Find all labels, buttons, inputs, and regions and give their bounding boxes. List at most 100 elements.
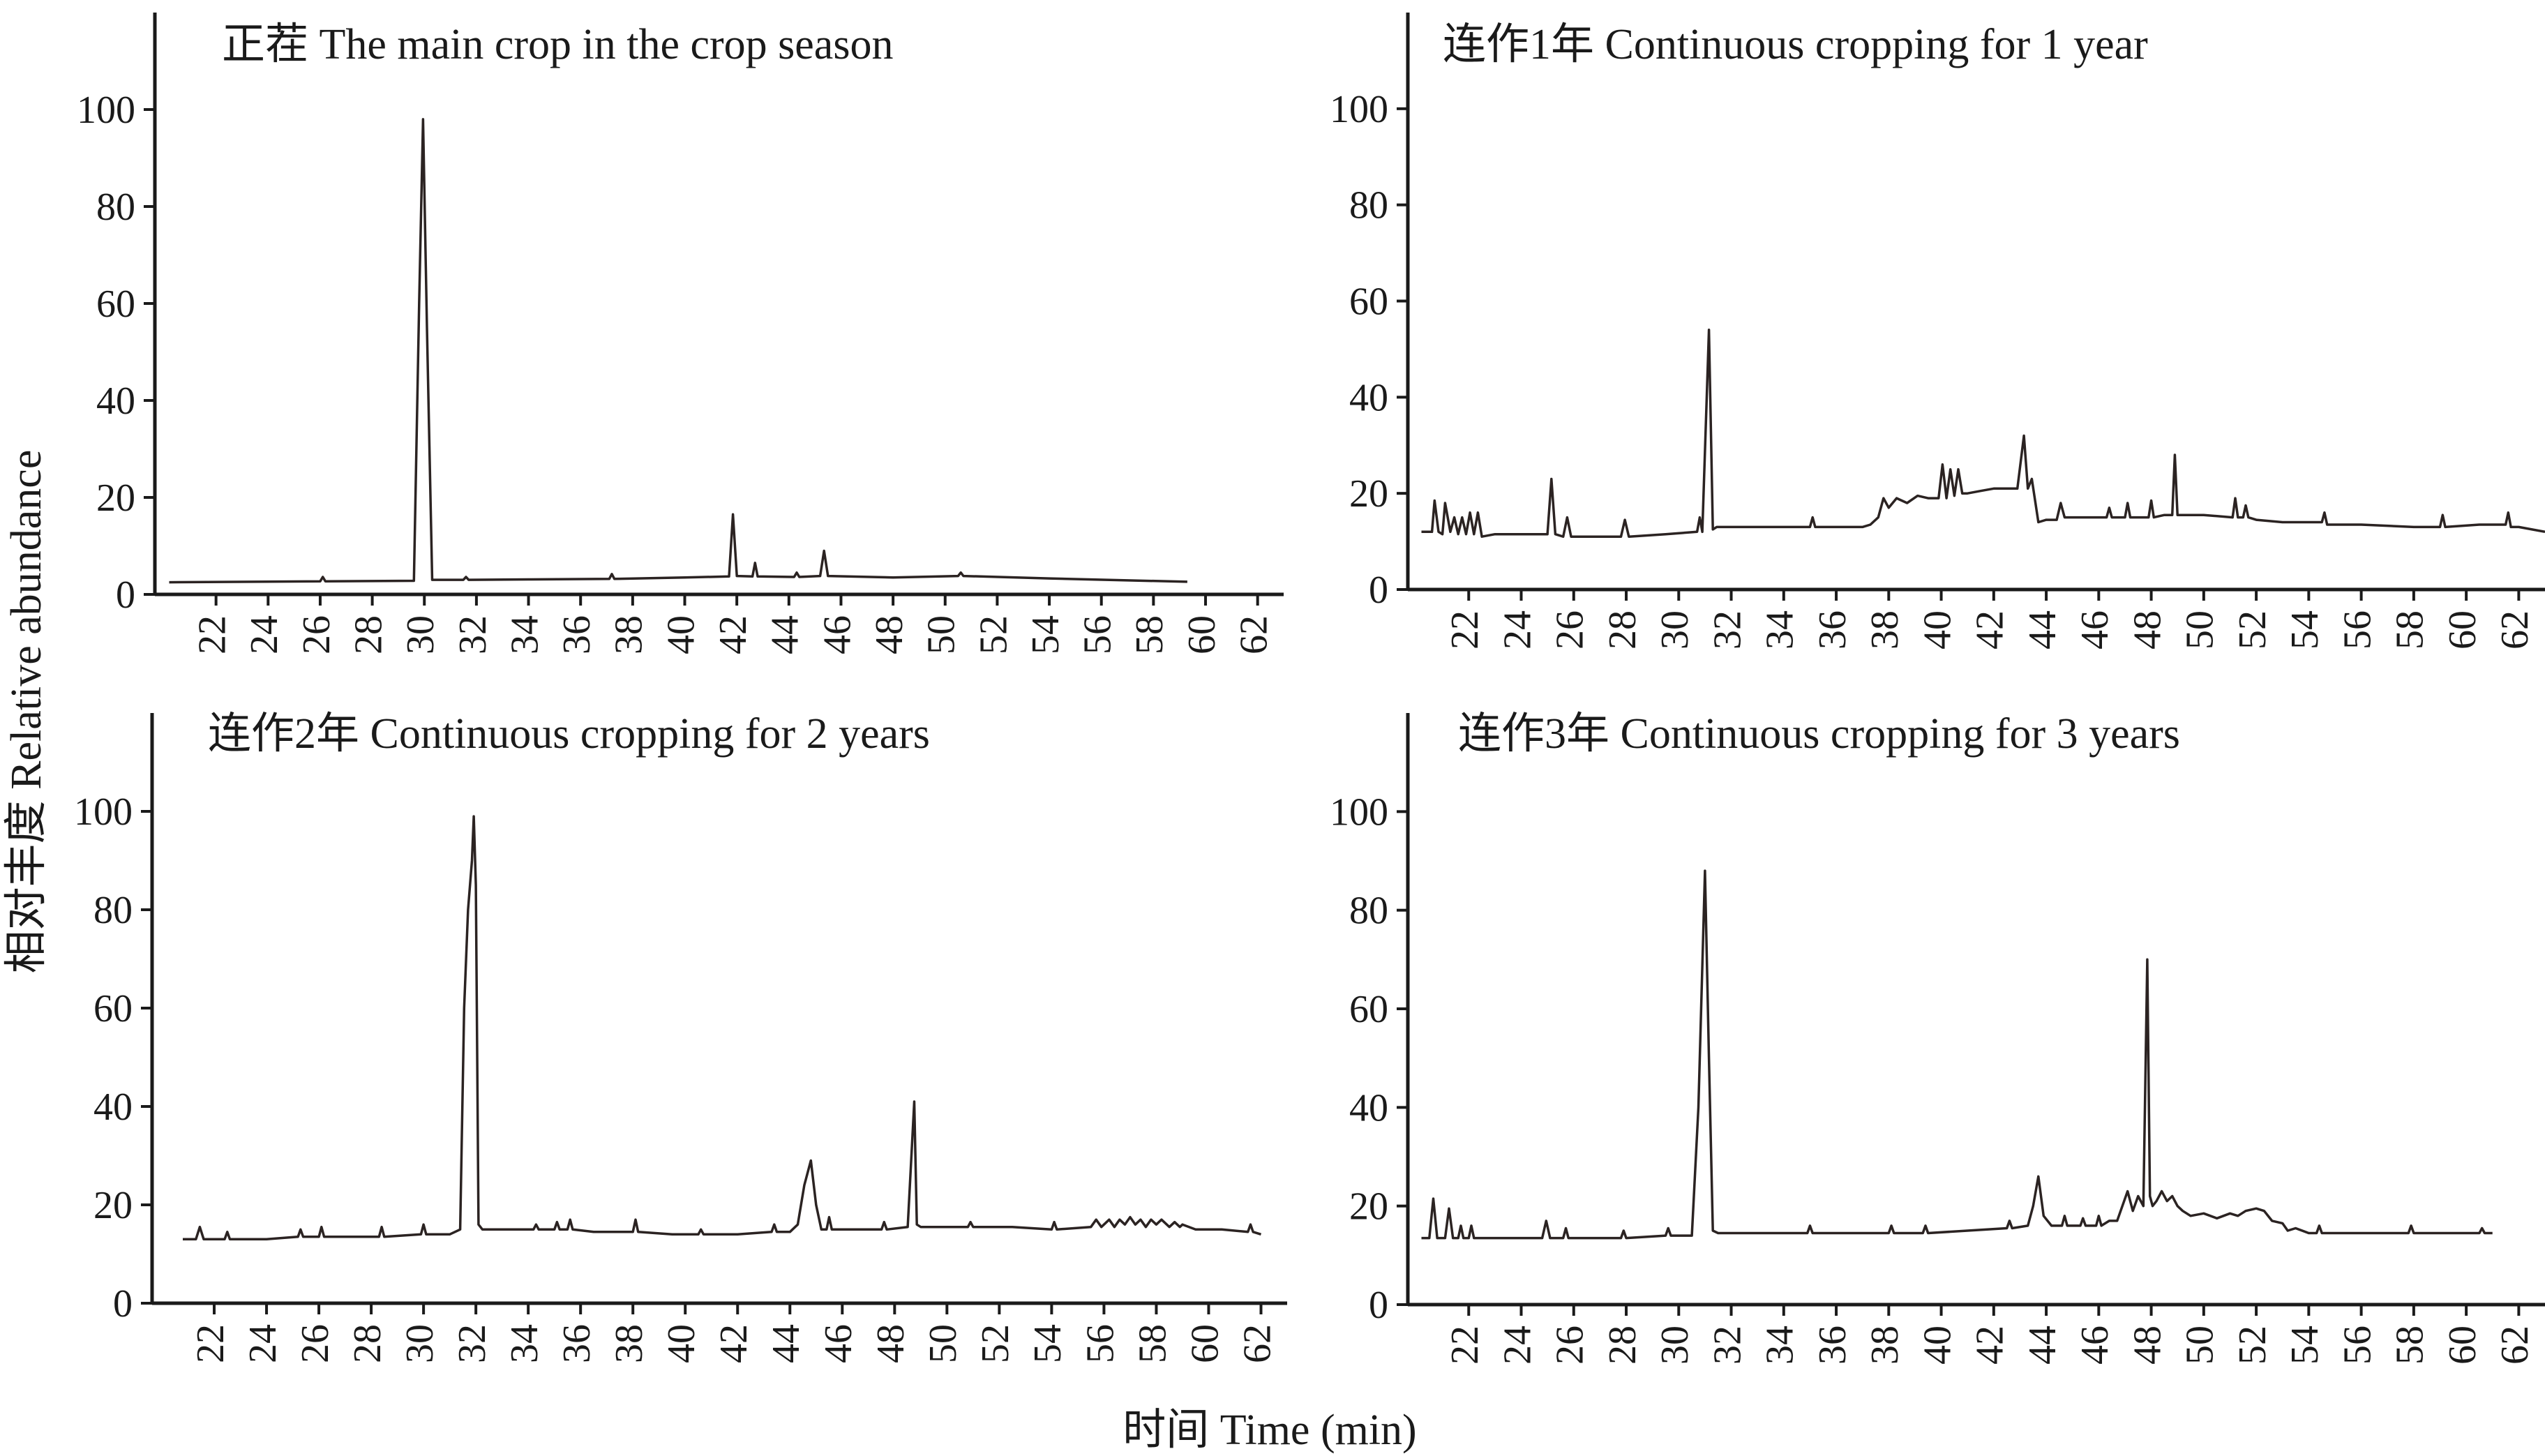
x-tick-label: 36 [555, 615, 599, 654]
x-tick-label: 26 [1549, 610, 1592, 650]
x-tick-label: 26 [294, 1324, 337, 1363]
chromatogram-series-line [1421, 869, 2493, 1240]
x-tick-label: 28 [347, 615, 390, 654]
x-tick-label: 52 [974, 1324, 1017, 1363]
y-tick-label: 0 [1369, 1284, 1388, 1327]
x-tick-label: 52 [2231, 610, 2274, 650]
x-tick-label: 58 [2389, 610, 2432, 650]
x-tick-label: 38 [608, 1324, 651, 1363]
x-tick-label: 28 [346, 1324, 389, 1363]
shared-y-axis-label: 相对丰度 Relative abundance [3, 450, 50, 974]
x-tick-label: 46 [817, 1324, 860, 1363]
x-tick-label: 40 [659, 615, 703, 654]
x-tick-label: 48 [869, 1324, 913, 1363]
x-tick-label: 58 [1131, 1324, 1174, 1363]
x-tick-label: 28 [1601, 610, 1644, 650]
x-tick-label: 54 [1024, 615, 1067, 654]
x-tick-label: 44 [2021, 610, 2064, 650]
x-tick-label: 54 [1026, 1324, 1069, 1363]
y-tick-label: 0 [116, 573, 135, 617]
x-tick-label: 46 [2073, 610, 2117, 650]
x-tick-label: 36 [555, 1324, 599, 1363]
x-tick-label: 46 [2073, 1326, 2117, 1365]
x-tick-label: 28 [1601, 1326, 1644, 1365]
x-tick-label: 38 [1863, 1326, 1907, 1365]
x-tick-label: 24 [241, 1324, 285, 1363]
x-tick-label: 40 [1916, 610, 1959, 650]
y-tick-label: 60 [1349, 280, 1388, 324]
x-tick-label: 44 [765, 1324, 808, 1363]
x-tick-label: 60 [2441, 610, 2484, 650]
y-tick-label: 100 [77, 89, 135, 132]
y-tick-label: 40 [1349, 1086, 1388, 1129]
y-tick-label: 100 [1330, 88, 1388, 131]
x-tick-label: 24 [243, 615, 286, 654]
y-tick-label: 20 [1349, 1185, 1388, 1229]
x-tick-label: 22 [190, 615, 234, 654]
x-tick-label: 50 [2179, 610, 2222, 650]
x-tick-label: 40 [660, 1324, 703, 1363]
y-tick-label: 100 [1330, 790, 1388, 834]
x-tick-label: 46 [816, 615, 859, 654]
panel-main-crop: 正茬 The main crop in the crop season 0 20 4… [77, 13, 1284, 654]
x-tick-label: 56 [1076, 615, 1120, 654]
x-tick-label: 50 [922, 1324, 965, 1363]
x-tick-label: 30 [1653, 1326, 1697, 1365]
panel-title: 连作2年 Continuous cropping for 2 years [208, 710, 930, 758]
x-tick-label: 56 [2336, 610, 2379, 650]
x-tick-label: 42 [1969, 1326, 2012, 1365]
panel-continuous-3-years: 连作3年 Continuous cropping for 3 years 0 20… [1330, 710, 2545, 1365]
x-tick-label: 48 [2126, 610, 2169, 650]
x-tick-label: 62 [2493, 610, 2537, 650]
x-tick-label: 30 [398, 1324, 442, 1363]
x-tick-label: 32 [1706, 1326, 1749, 1365]
x-tick-label: 56 [1079, 1324, 1122, 1363]
chromatogram-series-line [169, 118, 1187, 584]
x-tick-label: 22 [1443, 1326, 1487, 1365]
x-tick-label: 42 [1969, 610, 2012, 650]
x-tick-label: 54 [2283, 1326, 2327, 1365]
x-tick-label: 32 [451, 1324, 494, 1363]
x-tick-label: 22 [1443, 610, 1487, 650]
y-tick-label: 20 [1349, 472, 1388, 516]
x-tick-label: 62 [2493, 1326, 2537, 1365]
shared-x-axis-label: 时间 Time (min) [1123, 1406, 1416, 1454]
y-tick-label: 60 [96, 283, 135, 326]
x-tick-label: 32 [451, 615, 495, 654]
x-tick-label: 62 [1233, 615, 1276, 654]
y-tick-label: 80 [93, 889, 133, 932]
x-tick-label: 62 [1236, 1324, 1279, 1363]
chromatogram-series-line [1421, 329, 2545, 538]
x-tick-label: 48 [868, 615, 911, 654]
x-tick-label: 60 [1180, 615, 1224, 654]
x-tick-label: 50 [2179, 1326, 2222, 1365]
x-tick-label: 60 [1183, 1324, 1226, 1363]
x-tick-label: 34 [503, 615, 546, 654]
x-tick-label: 34 [1759, 610, 1802, 650]
x-tick-label: 26 [295, 615, 338, 654]
x-tick-label: 44 [764, 615, 807, 654]
x-tick-label: 54 [2283, 610, 2327, 650]
panel-title: 连作3年 Continuous cropping for 3 years [1458, 710, 2180, 758]
y-tick-label: 20 [93, 1184, 133, 1227]
x-tick-label: 22 [189, 1324, 232, 1363]
x-tick-label: 24 [1496, 1326, 1539, 1365]
y-tick-label: 40 [1349, 376, 1388, 419]
x-tick-label: 38 [608, 615, 651, 654]
x-tick-label: 52 [2231, 1326, 2274, 1365]
x-tick-label: 50 [920, 615, 963, 654]
x-tick-label: 38 [1863, 610, 1907, 650]
x-tick-label: 56 [2336, 1326, 2379, 1365]
panel-title: 正茬 The main crop in the crop season [222, 21, 893, 68]
x-tick-label: 52 [972, 615, 1015, 654]
x-tick-label: 36 [1811, 1326, 1854, 1365]
x-tick-label: 42 [712, 615, 755, 654]
y-tick-label: 60 [1349, 988, 1388, 1031]
y-tick-label: 100 [74, 790, 133, 834]
x-tick-label: 58 [2389, 1326, 2432, 1365]
x-tick-label: 30 [1653, 610, 1697, 650]
x-tick-label: 58 [1128, 615, 1171, 654]
y-tick-label: 40 [96, 380, 135, 423]
x-tick-label: 44 [2021, 1326, 2064, 1365]
